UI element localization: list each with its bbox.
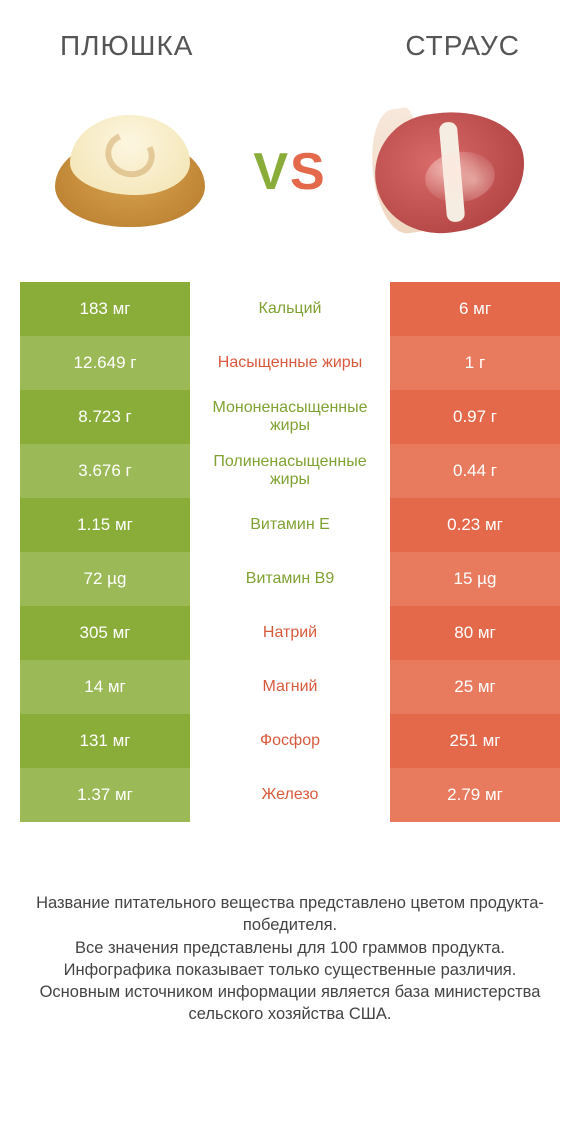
footer-line: Все значения представлены для 100 граммо… <box>28 937 552 959</box>
table-row: 305 мгНатрий80 мг <box>20 606 560 660</box>
left-value: 8.723 г <box>20 390 190 444</box>
nutrient-label: Витамин B9 <box>190 552 390 606</box>
footer-line: Инфографика показывает только существенн… <box>28 959 552 981</box>
left-value: 1.15 мг <box>20 498 190 552</box>
right-value: 80 мг <box>390 606 560 660</box>
table-row: 1.15 мгВитамин E0.23 мг <box>20 498 560 552</box>
nutrient-label: Железо <box>190 768 390 822</box>
footer-line: Основным источником информации является … <box>28 981 552 1026</box>
images-row: VS <box>0 72 580 282</box>
table-row: 8.723 гМононенасыщенные жиры0.97 г <box>20 390 560 444</box>
table-row: 183 мгКальций6 мг <box>20 282 560 336</box>
header: ПЛЮШКА СТРАУС <box>0 0 580 72</box>
nutrient-label: Мононенасыщенные жиры <box>190 390 390 444</box>
nutrient-label: Натрий <box>190 606 390 660</box>
nutrient-label: Фосфор <box>190 714 390 768</box>
right-value: 2.79 мг <box>390 768 560 822</box>
right-product-title: СТРАУС <box>405 30 520 62</box>
left-value: 131 мг <box>20 714 190 768</box>
left-value: 1.37 мг <box>20 768 190 822</box>
footer-line: Название питательного вещества представл… <box>28 892 552 937</box>
right-value: 251 мг <box>390 714 560 768</box>
left-value: 14 мг <box>20 660 190 714</box>
left-value: 72 µg <box>20 552 190 606</box>
table-row: 1.37 мгЖелезо2.79 мг <box>20 768 560 822</box>
vs-s: S <box>290 143 327 201</box>
footer-notes: Название питательного вещества представл… <box>0 822 580 1026</box>
nutrient-label: Магний <box>190 660 390 714</box>
nutrient-label: Кальций <box>190 282 390 336</box>
comparison-table: 183 мгКальций6 мг12.649 гНасыщенные жиры… <box>20 282 560 822</box>
right-value: 15 µg <box>390 552 560 606</box>
left-value: 12.649 г <box>20 336 190 390</box>
table-row: 72 µgВитамин B915 µg <box>20 552 560 606</box>
right-value: 6 мг <box>390 282 560 336</box>
nutrient-label: Витамин E <box>190 498 390 552</box>
nutrient-label: Полиненасыщенные жиры <box>190 444 390 498</box>
table-row: 131 мгФосфор251 мг <box>20 714 560 768</box>
right-value: 25 мг <box>390 660 560 714</box>
right-value: 1 г <box>390 336 560 390</box>
vs-label: VS <box>253 142 326 202</box>
table-row: 12.649 гНасыщенные жиры1 г <box>20 336 560 390</box>
left-value: 305 мг <box>20 606 190 660</box>
table-row: 3.676 гПолиненасыщенные жиры0.44 г <box>20 444 560 498</box>
table-row: 14 мгМагний25 мг <box>20 660 560 714</box>
left-product-title: ПЛЮШКА <box>60 30 193 62</box>
right-value: 0.23 мг <box>390 498 560 552</box>
bun-icon <box>40 92 220 252</box>
right-value: 0.97 г <box>390 390 560 444</box>
vs-v: V <box>253 143 290 201</box>
meat-icon <box>360 92 540 252</box>
left-value: 3.676 г <box>20 444 190 498</box>
nutrient-label: Насыщенные жиры <box>190 336 390 390</box>
right-value: 0.44 г <box>390 444 560 498</box>
left-value: 183 мг <box>20 282 190 336</box>
